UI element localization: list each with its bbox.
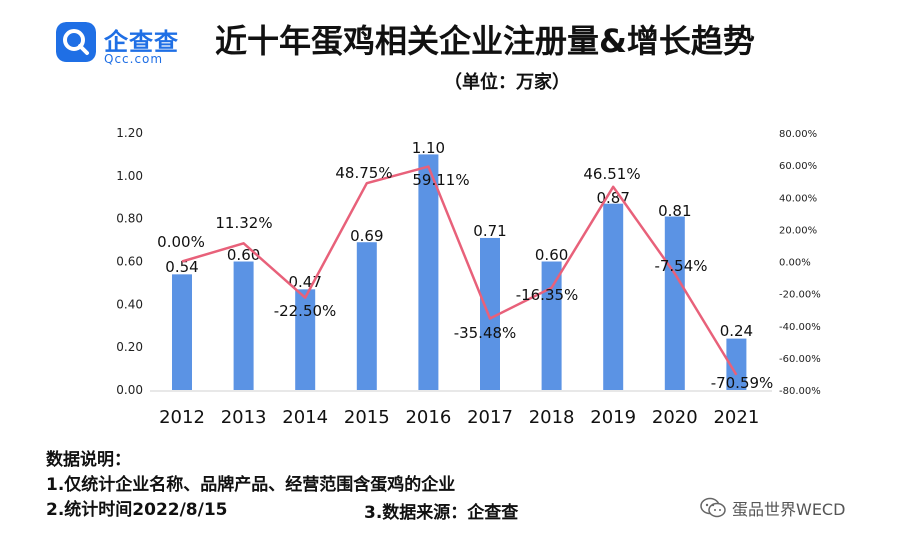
x-axis-tick-label: 2019 (590, 407, 636, 428)
bar (664, 216, 685, 390)
wechat-icon (700, 497, 726, 518)
right-axis-tick-label: 0.00% (779, 258, 811, 269)
bar (480, 237, 500, 390)
logo-url: Qcc.com (104, 52, 164, 66)
right-axis-tick-label: -80.00% (779, 386, 821, 397)
chart-title: 近十年蛋鸡相关企业注册量&增长趋势 (215, 22, 755, 60)
x-axis-tick-label: 2016 (405, 407, 451, 428)
bar (418, 154, 439, 390)
x-axis-tick-label: 2017 (467, 407, 513, 428)
bar-value-label: 0.47 (288, 273, 321, 291)
left-axis-tick-label: 0.40 (116, 297, 143, 311)
bar (295, 289, 316, 390)
x-axis-tick-label: 2012 (159, 407, 205, 428)
qcc-logo: 企查查 Qcc.com (56, 20, 206, 72)
left-axis-tick-label: 0.20 (116, 340, 143, 354)
growth-value-label: -35.48% (454, 324, 517, 342)
right-axis-tick-label: -40.00% (779, 322, 821, 333)
growth-value-label: 0.00% (157, 233, 205, 251)
bar (726, 338, 747, 390)
right-axis-tick-label: 20.00% (779, 225, 817, 236)
x-axis: 2012 2013 2014 2015 2016 2017 2018 2019 2020 2021 (150, 390, 772, 428)
left-axis-tick-label: 0.00 (116, 383, 143, 397)
bar-value-label: 0.54 (165, 258, 198, 276)
left-axis-tick-label: 1.20 (116, 126, 143, 140)
bar-value-label: 1.10 (412, 139, 445, 157)
qcc-logo-icon (56, 22, 96, 62)
growth-value-label: 11.32% (215, 214, 272, 232)
growth-value-label: -22.50% (274, 302, 337, 320)
x-axis-tick-label: 2018 (529, 407, 575, 428)
bar (541, 261, 562, 390)
bar-value-label: 0.60 (535, 246, 568, 264)
watermark-text: 蛋品世界WECD (732, 500, 846, 519)
x-axis-tick-label: 2014 (282, 407, 328, 428)
right-axis-tick-label: 40.00% (779, 193, 817, 204)
growth-value-label: -7.54% (654, 257, 707, 275)
left-axis-tick-label: 1.00 (116, 169, 143, 183)
notes-heading: 数据说明： (46, 450, 131, 470)
logo-name: 企查查 (104, 28, 179, 56)
x-axis-tick-label: 2015 (344, 407, 390, 428)
bar-value-label: 0.24 (720, 322, 753, 340)
left-axis-tick-label: 0.80 (116, 212, 143, 226)
line-series: 0.00% 11.32% -22.50% 48.75% 59.11% -35.48% -16… (157, 164, 773, 392)
bar-value-label: 0.71 (473, 222, 506, 240)
growth-line (181, 165, 738, 376)
bar (172, 274, 192, 390)
bar-series: 0.540.600.470.691.100.710.600.870.810.24 (165, 139, 753, 390)
bar (233, 261, 254, 390)
growth-value-label: -16.35% (516, 286, 579, 304)
left-axis: 0.00 0.20 0.40 0.60 0.80 1.00 1.20 (116, 126, 143, 397)
chart-subtitle: （单位：万家） (444, 72, 570, 93)
watermark: 蛋品世界WECD (700, 496, 845, 520)
right-axis: -80.00% -60.00% -40.00% -20.00% 0.00% 20.00% 4… (779, 129, 821, 397)
bar-value-label: 0.81 (658, 202, 691, 220)
growth-value-label: 59.11% (412, 171, 469, 189)
left-axis-tick-label: 0.60 (116, 255, 143, 269)
right-axis-tick-label: 60.00% (779, 161, 817, 172)
x-axis-tick-label: 2020 (652, 407, 698, 428)
bar (603, 203, 624, 390)
bar-value-label: 0.69 (350, 227, 383, 245)
x-axis-tick-label: 2021 (713, 407, 759, 428)
right-axis-tick-label: -60.00% (779, 354, 821, 365)
growth-value-label: 48.75% (335, 164, 392, 182)
right-axis-tick-label: 80.00% (779, 129, 817, 140)
right-axis-tick-label: -20.00% (779, 290, 821, 301)
data-notes: 数据说明： 1.仅统计企业名称、品牌产品、经营范围含蛋鸡的企业 2.统计时间20… (46, 448, 455, 523)
growth-value-label: 46.51% (583, 165, 640, 183)
notes-line-1: 1.仅统计企业名称、品牌产品、经营范围含蛋鸡的企业 (46, 475, 456, 495)
growth-value-label: -70.59% (711, 374, 774, 392)
notes-line-3: 3.数据来源：企查查 (364, 503, 519, 523)
notes-line-2: 2.统计时间2022/8/15 (46, 500, 228, 520)
x-axis-tick-label: 2013 (221, 407, 267, 428)
bar (356, 242, 377, 390)
